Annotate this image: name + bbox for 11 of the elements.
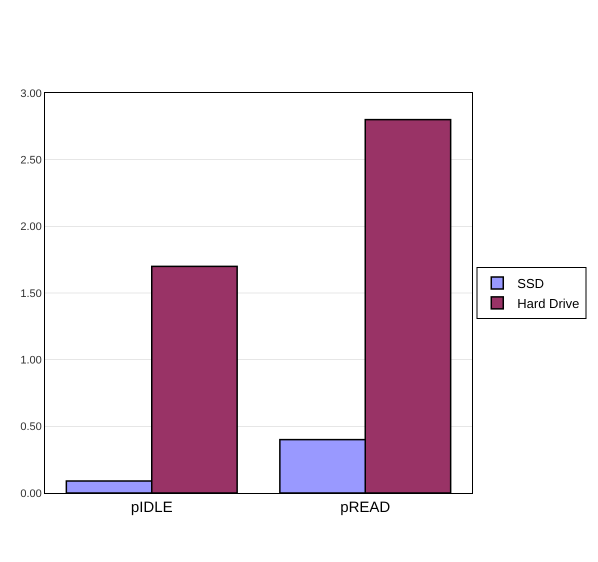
y-tick-label: 0.00 (20, 488, 42, 500)
y-tick-label: 1.50 (20, 288, 42, 300)
x-tick-label: pIDLE (130, 499, 173, 516)
y-tick-label: 2.00 (20, 221, 42, 234)
y-tick-label: 3.00 (20, 88, 42, 100)
y-tick-label: 1.00 (20, 354, 42, 367)
y-tick-label: 0.50 (20, 421, 42, 434)
y-tick-label: 2.50 (20, 154, 42, 167)
legend-label: SSD (517, 276, 544, 292)
legend-label: Hard Drive (517, 296, 580, 311)
x-tick-label: pREAD (340, 499, 390, 516)
